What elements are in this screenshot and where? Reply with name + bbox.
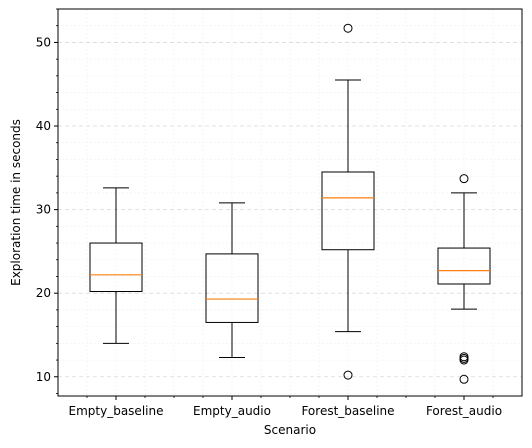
y-tick-label: 10: [36, 370, 51, 384]
box-group-empty-audio: [205, 202, 259, 359]
outlier-point: [459, 174, 469, 184]
y-tick-label: 50: [36, 35, 51, 49]
y-axis-label: Exploration time in seconds: [9, 119, 23, 286]
boxes: [89, 23, 491, 384]
iqr-box: [89, 242, 143, 293]
box-group-empty-baseline: [89, 187, 143, 344]
outlier-point: [343, 23, 353, 33]
iqr-box: [205, 253, 259, 323]
box-group-forest-baseline: [321, 23, 375, 380]
outlier-point: [459, 355, 469, 365]
y-tick-label: 40: [36, 119, 51, 133]
outlier-point: [343, 370, 353, 380]
outlier-point: [459, 374, 469, 384]
x-tick-label: Empty_audio: [193, 404, 271, 418]
y-tick-label: 20: [36, 286, 51, 300]
iqr-box: [321, 171, 375, 251]
box-group-forest-audio: [437, 174, 491, 384]
x-tick-label: Forest_baseline: [301, 404, 394, 418]
x-tick-label: Empty_baseline: [69, 404, 164, 418]
grid: [58, 8, 522, 396]
y-tick-label: 30: [36, 203, 51, 217]
axes: 10 20 30 40 50 Empty_baseline Empty_audio Fores…: [36, 8, 502, 418]
iqr-box: [437, 247, 491, 285]
x-axis-label: Scenario: [264, 423, 316, 437]
x-tick-label: Forest_audio: [426, 404, 502, 418]
